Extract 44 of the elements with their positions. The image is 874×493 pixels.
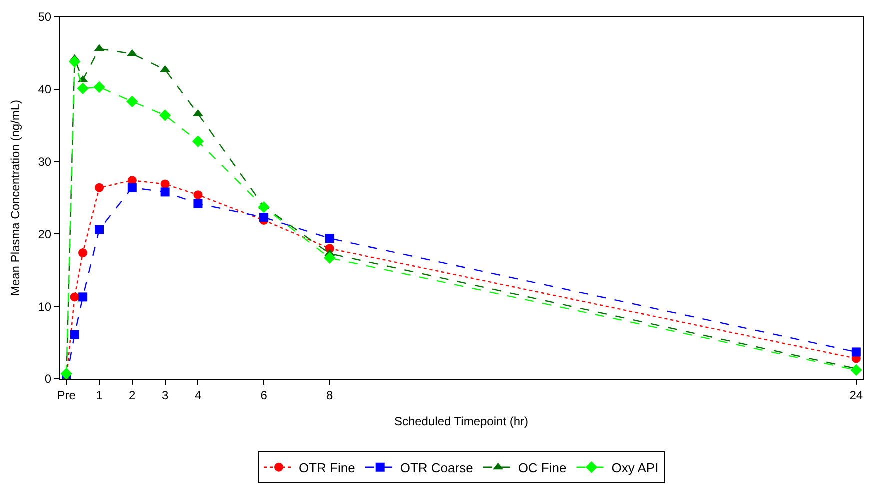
point [324,252,336,264]
point [159,110,172,122]
x-axis-title: Scheduled Timepoint (hr) [394,414,529,428]
point [260,213,269,222]
x-tick-label: 1 [96,388,104,402]
y-tick-label: 20 [38,227,52,242]
point [128,183,137,192]
legend-label: Oxy API [612,460,659,476]
point [78,248,88,258]
point [852,348,861,357]
y-tick-label: 50 [38,10,52,24]
point [192,136,204,148]
point [160,188,170,197]
point [160,180,170,189]
x-tick-label: Pre [57,388,76,402]
point [126,96,138,108]
point [325,234,334,244]
point [70,330,80,340]
point [194,190,203,200]
point [70,292,80,302]
x-tick-label: 8 [326,388,334,402]
x-tick-label: 24 [850,388,864,402]
legend-label: OTR Fine [299,460,356,476]
point [78,292,88,302]
y-tick-label: 40 [38,82,52,97]
x-tick-label: 3 [162,388,169,402]
point [94,81,106,94]
point [94,225,104,234]
x-tick-label: 6 [260,388,268,402]
legend-label: OC Fine [518,460,567,476]
point [94,183,104,192]
point [258,202,270,214]
y-tick-label: 10 [38,300,52,314]
y-axis-title: Mean Plasma Concentration (ng/mL) [8,100,23,296]
point [77,82,89,95]
x-tick-label: 2 [129,388,136,402]
legend-label: OTR Coarse [400,460,474,476]
point [194,199,203,208]
point [68,56,81,68]
x-tick-label: 4 [194,388,202,402]
y-tick-label: 30 [38,155,52,169]
y-tick-label: 0 [44,372,52,386]
point [850,364,862,376]
point [60,368,72,379]
